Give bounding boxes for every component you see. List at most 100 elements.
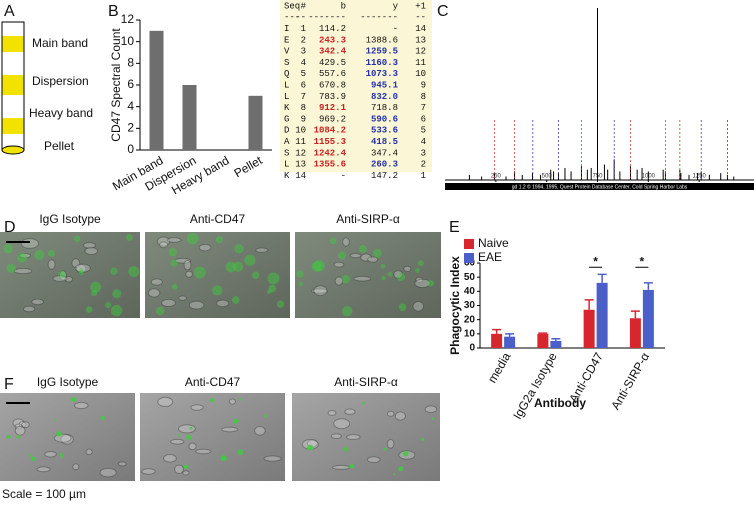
x-axis-label: Antibody <box>534 396 586 410</box>
table-header: +1 <box>415 1 426 11</box>
cell <box>334 276 344 286</box>
table-cell: 2 <box>421 160 426 170</box>
fluorescence <box>276 300 285 308</box>
table-cell: 945.1 <box>371 80 399 90</box>
legend-label: EAE <box>478 250 502 264</box>
cell <box>47 259 56 270</box>
cell <box>85 448 93 456</box>
cell <box>157 396 174 408</box>
cell <box>342 237 350 247</box>
fluorescence <box>6 434 11 439</box>
cell <box>414 278 431 288</box>
micrograph <box>140 393 285 481</box>
fluorescence <box>233 261 244 272</box>
fluorescence <box>381 275 386 281</box>
tube-band <box>2 36 24 52</box>
fluorescence <box>267 272 280 285</box>
cell <box>20 238 39 249</box>
table-cell: 1155.3 <box>314 137 346 147</box>
y-tick-label: 6 <box>127 77 134 91</box>
table-header: # <box>301 1 307 11</box>
fluorescence <box>178 433 181 437</box>
cell <box>188 300 205 310</box>
table-cell: 1242.4 <box>314 148 347 158</box>
cell <box>198 243 212 252</box>
fluorescence <box>112 289 122 299</box>
cell <box>394 411 406 421</box>
cell <box>190 404 204 411</box>
y-tick-label: 60 <box>464 258 476 269</box>
table-cell: 260.3 <box>371 160 398 170</box>
fluorescence <box>398 466 404 472</box>
cell <box>188 442 197 451</box>
table-cell: 429.5 <box>319 58 346 68</box>
table-separator: -- <box>415 13 426 23</box>
y-axis-label: Phagocytic Index <box>448 256 462 355</box>
table-cell: I <box>284 24 289 34</box>
cell <box>170 438 185 445</box>
fluorescence <box>183 464 189 470</box>
table-cell: 5 <box>421 126 426 136</box>
cell <box>174 464 184 474</box>
fluorescence <box>16 434 21 439</box>
fluorescence <box>128 266 140 278</box>
fluorescence <box>30 456 36 462</box>
fluorescence <box>53 419 56 422</box>
fluorescence <box>244 254 256 266</box>
cell <box>44 451 57 458</box>
cell <box>174 257 191 264</box>
fluorescence <box>421 437 425 441</box>
cell <box>403 265 412 272</box>
error-bar <box>643 282 653 290</box>
fluorescence <box>56 431 62 437</box>
table-cell: 2 <box>301 35 306 45</box>
fluorescence <box>189 426 193 430</box>
fluorescence <box>396 272 406 282</box>
cell <box>18 252 32 259</box>
cell <box>353 275 372 282</box>
table-cell: 5 <box>301 69 306 79</box>
cell <box>366 456 381 464</box>
legend-swatch <box>464 253 474 263</box>
table-cell: 12 <box>415 47 426 57</box>
table-cell: 557.6 <box>319 69 346 79</box>
table-cell: K <box>284 171 290 181</box>
table-separator: ------- <box>308 13 346 23</box>
fluorescence <box>238 397 242 401</box>
cell <box>360 253 372 262</box>
table-cell: 1388.6 <box>366 35 398 45</box>
table-cell: 7 <box>421 103 426 113</box>
table-cell: 1 <box>301 24 306 34</box>
cell <box>327 409 337 416</box>
fluorescence <box>251 271 260 279</box>
table-cell: L <box>284 160 289 170</box>
footer-bar <box>445 183 754 190</box>
table-cell: 114.2 <box>319 24 346 34</box>
table-cell: L <box>284 92 289 102</box>
cell <box>60 434 74 445</box>
cell <box>31 298 44 306</box>
cell <box>228 398 237 405</box>
fluorescence <box>110 304 123 317</box>
table-cell: 8 <box>301 103 306 113</box>
cell <box>185 270 193 278</box>
fluorescence <box>373 249 382 258</box>
error-bar <box>551 338 561 341</box>
y-tick-label: 0 <box>469 343 475 354</box>
error-bar <box>538 332 548 334</box>
significance: * <box>640 255 645 269</box>
table-cell: L <box>284 80 289 90</box>
cell <box>255 247 269 253</box>
fluorescence <box>237 449 244 455</box>
cell <box>21 421 30 429</box>
table-cell: 14 <box>415 24 426 34</box>
bar <box>248 95 263 150</box>
cell <box>72 463 80 471</box>
fluorescence <box>3 243 14 254</box>
micrograph <box>295 232 441 318</box>
fluorescence <box>349 463 355 469</box>
table-cell: 12 <box>295 148 306 158</box>
panel-label: D <box>4 219 16 236</box>
table-cell: 13 <box>415 35 426 45</box>
